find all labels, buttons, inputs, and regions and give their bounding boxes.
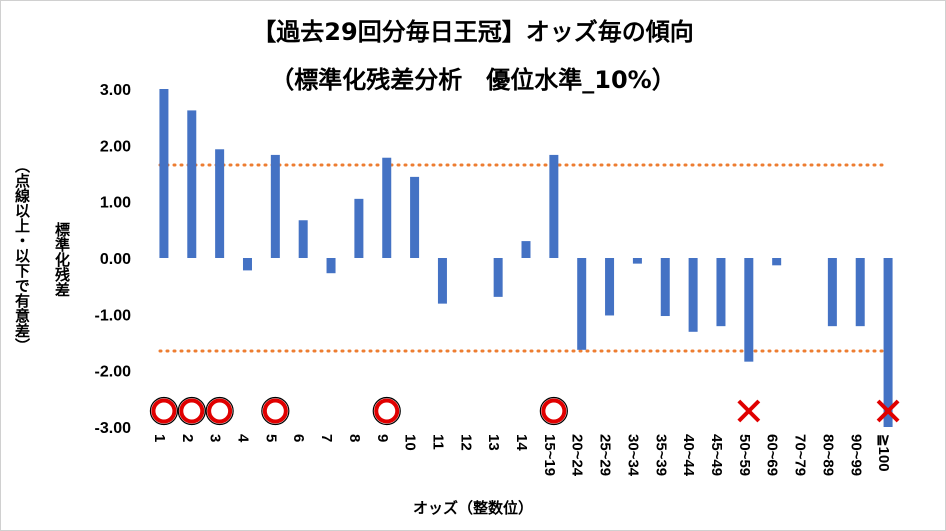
x-tick-label: 40~44 [680, 434, 697, 477]
bar [772, 258, 782, 266]
bar [660, 258, 670, 317]
y-axis-label: 標準化残差 [53, 222, 71, 297]
x-tick-label: 1 [151, 434, 168, 442]
y-tick-label: 0.00 [100, 251, 131, 268]
y-tick-label: 2.00 [100, 138, 131, 155]
bar [298, 220, 308, 258]
bar [744, 258, 754, 362]
bar [410, 176, 420, 258]
x-tick-label: 10 [402, 434, 419, 451]
bar [883, 258, 893, 427]
y-tick-label: 1.00 [100, 195, 131, 212]
x-tick-label: 80~89 [819, 434, 836, 476]
y-tick-label: -2.00 [95, 364, 132, 381]
x-tick-label: 3 [207, 434, 224, 442]
chart-title: 【過去29回分毎日王冠】オッズ毎の傾向 [252, 18, 694, 46]
bar [437, 258, 447, 304]
x-tick-label: 70~79 [792, 434, 809, 476]
circle-marker-outline [149, 396, 179, 426]
bar [187, 110, 197, 258]
x-tick-label: 50~59 [736, 434, 753, 476]
bar [270, 154, 280, 258]
x-tick-label: 8 [346, 434, 363, 442]
x-tick-label: 30~34 [624, 434, 641, 477]
bar [215, 149, 225, 258]
circle-marker [151, 398, 177, 424]
x-tick-label: 6 [290, 434, 307, 442]
y-tick-label: -1.00 [95, 307, 132, 324]
y-tick-label: 3.00 [100, 82, 131, 99]
bar [577, 258, 587, 350]
bar [549, 154, 559, 258]
circle-marker-outline [205, 396, 234, 426]
x-tick-label: 7 [318, 434, 335, 442]
bar [605, 258, 615, 316]
bar [632, 258, 642, 264]
circle-marker [541, 398, 567, 424]
y-tick-label: -3.00 [95, 420, 132, 437]
x-tick-label: 60~69 [764, 434, 781, 476]
cross-marker [737, 399, 761, 423]
bar [382, 157, 392, 258]
x-tick-label: 2 [179, 434, 196, 442]
x-tick-label: 12 [457, 434, 474, 451]
circle-marker [262, 398, 288, 424]
circle-marker-outline [372, 396, 401, 426]
x-tick-label: 20~24 [569, 434, 586, 477]
x-tick-label: 15~19 [541, 434, 558, 476]
x-tick-label: 14 [513, 434, 530, 451]
circle-marker-outline [177, 396, 206, 426]
x-tick-label: 11 [429, 434, 446, 450]
y-axis-label-note: （点線以上・以下で有意差） [13, 158, 31, 353]
bar [354, 198, 364, 258]
bar [827, 258, 837, 327]
bar [688, 258, 698, 332]
x-tick-label: ≧100 [875, 434, 892, 472]
x-tick-label: 35~39 [652, 434, 669, 476]
bar [242, 258, 252, 271]
x-tick-label: 13 [485, 434, 502, 451]
x-tick-label: 25~29 [597, 434, 614, 476]
bar [855, 258, 865, 327]
bar [493, 258, 503, 297]
x-tick-label: 45~49 [708, 434, 725, 476]
bar [716, 258, 726, 327]
circle-marker-outline [261, 396, 290, 426]
bar [326, 258, 336, 274]
bar [521, 241, 531, 258]
x-tick-label: 5 [262, 434, 279, 442]
x-tick-label: 9 [374, 434, 391, 442]
chart-subtitle: （標準化残差分析 優位水準_10%） [270, 66, 676, 94]
circle-marker [179, 398, 205, 424]
cross-marker [876, 399, 900, 423]
x-tick-label: 90~99 [847, 434, 864, 476]
circle-marker [374, 398, 400, 424]
x-tick-label: 4 [235, 434, 252, 443]
x-axis-label: オッズ（整数位） [412, 499, 533, 517]
bar [159, 89, 169, 258]
circle-marker-outline [539, 396, 568, 426]
circle-marker [207, 398, 233, 424]
